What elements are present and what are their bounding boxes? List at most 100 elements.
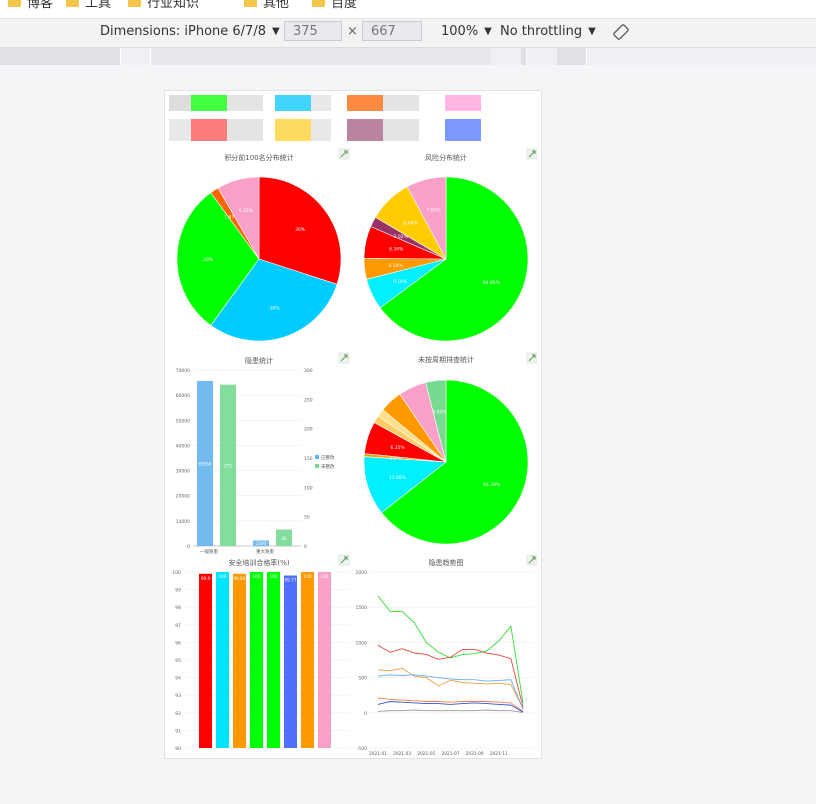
bar-training-ytick: 98 [175,605,181,611]
bar-training-ytick: 92 [175,711,181,717]
bar-hazard-ytick-right: 300 [304,368,313,374]
expand-icon[interactable] [526,352,538,364]
bar-hazard-legend-label: 已整改 [321,454,335,461]
bar-hazard-legend-swatch [315,455,319,459]
pie-risk-slice-label: 6.34% [389,246,404,252]
pie-top100-slice [176,192,260,326]
bar-hazard-ytick: 0 [187,544,190,550]
pie-risk-slice-label: 2.02% [394,234,409,240]
expand-icon-glyph [528,354,536,362]
bar-hazard-ytick: 30000 [176,469,190,475]
rotate-icon [613,24,629,40]
bar-hazard-data-label: 65650 [199,461,212,466]
expand-icon[interactable] [526,554,538,566]
bar-training-bar [250,572,263,748]
bar-training-bar [267,572,280,748]
line-trend-ytick: 1500 [356,605,368,611]
bar-hazard-ytick: 50000 [176,418,190,424]
dimensions-select[interactable]: Dimensions: iPhone 6/7/8 ▼ [100,24,280,39]
bar-training-bar [233,573,246,748]
pie-top100-title: 积分前100名分布统计 [224,153,293,162]
line-trend-xtick: 2021-09 [466,751,484,757]
dropdown-arrow-icon: ▼ [588,26,596,37]
bookmark-other[interactable]: 其他 [244,0,289,11]
pie-top100-slice [217,176,260,261]
bookmarks-bar: 博客 工具 行业知识 其他 百度 [0,0,816,19]
bar-hazard-ytick: 20000 [176,494,190,500]
pie-overdue-slice [425,379,447,463]
bar-training-data-label: 99.77 [285,578,297,583]
expand-icon[interactable] [526,148,538,160]
pie-risk-slice [379,176,529,342]
bar-training-ytick: 100 [172,570,181,576]
bar-hazard-xtick: 一般隐患 [200,548,218,555]
bar-training-ytick: 91 [175,728,181,734]
line-trend-series [377,697,524,712]
pie-overdue-slice [381,379,529,545]
expand-icon[interactable] [338,148,350,160]
expand-icon[interactable] [338,554,350,566]
bar-hazard-data-label: 275 [224,463,232,468]
bar-training-bar [284,575,297,748]
bar-hazard-ytick-right: 100 [304,485,313,491]
bar-hazard-ytick: 70000 [176,368,190,374]
folder-icon [66,0,79,7]
line-trend-series [377,667,524,709]
bar-training-bar [199,573,212,748]
expand-icon-glyph [340,150,348,158]
line-trend-series [377,644,524,708]
pie-overdue-slice-label: 0.6% [390,456,402,462]
expand-icon-glyph [528,556,536,564]
folder-icon [128,0,141,7]
expand-icon-glyph [340,556,348,564]
pie-overdue-title: 未按周期排查统计 [418,355,474,364]
pie-top100-slice-label: 8.33% [239,208,254,214]
dimension-separator: × [347,24,358,39]
bar-hazard-ytick-right: 0 [304,544,307,550]
bar-training-title: 安全培训合格率(%) [228,558,289,567]
pie-overdue-slice-label: 11.66% [389,475,407,481]
bookmark-baidu[interactable]: 百度 [312,0,357,11]
bar-training-data-label: 100 [270,574,278,579]
bar-training-data-label: 99.9 [201,576,211,581]
bookmark-tools[interactable]: 工具 [66,0,111,11]
pie-top100-slice-label: 1.67% [224,214,239,220]
pie-risk-slice-label: 8.64% [404,220,419,226]
zoom-select[interactable]: 100% ▼ [441,24,492,39]
line-trend-series [377,709,524,713]
bar-hazard-bar [197,380,213,546]
line-trend-ytick: 500 [358,676,367,682]
device-toolbar: Dimensions: iPhone 6/7/8 ▼ 375 × 667 100%… [0,19,816,48]
pie-overdue-slice-label: 6.35% [390,445,405,451]
rotate-button[interactable] [613,24,629,40]
line-trend-ytick: 0 [364,711,367,717]
bar-hazard-bar [220,384,236,546]
folder-icon [8,0,21,7]
height-input[interactable]: 667 [362,21,422,41]
bar-hazard-ytick: 40000 [176,443,190,449]
bookmark-industry[interactable]: 行业知识 [128,0,199,11]
bookmark-blog[interactable]: 博客 [8,0,53,11]
width-input[interactable]: 375 [284,21,342,41]
bar-hazard-ytick-right: 250 [304,397,313,403]
pie-risk-slice-label: 6.16% [393,279,408,285]
throttle-select[interactable]: No throttling ▼ [500,24,596,39]
dropdown-arrow-icon: ▼ [271,26,280,37]
line-trend-xtick: 2021-01 [369,751,387,757]
bar-training-data-label: 100 [321,574,329,579]
pie-risk-title: 风险分布统计 [425,153,467,162]
bar-training-bar [318,572,331,748]
pie-risk-slice-label: 7.85% [426,208,441,214]
bar-training-ytick: 93 [175,693,181,699]
bar-hazard-ytick-right: 200 [304,427,313,433]
bar-hazard-data-label: 28 [281,536,287,541]
line-trend-title: 隐患趋势图 [429,558,464,567]
pie-overdue-slice-label: 8.00% [432,410,447,416]
charts-layer: 积分前100名分布统计 30% 30% 30% 1.67%8.33% 风险分布统计 64.8… [172,148,538,757]
line-trend-xtick: 2021-03 [393,751,411,757]
line-trend-ytick: 2000 [356,570,368,576]
bar-training-bar [216,572,229,748]
line-trend-ytick: 1000 [356,640,368,646]
expand-icon[interactable] [338,352,350,364]
line-trend-xtick: 2021-11 [490,751,508,757]
